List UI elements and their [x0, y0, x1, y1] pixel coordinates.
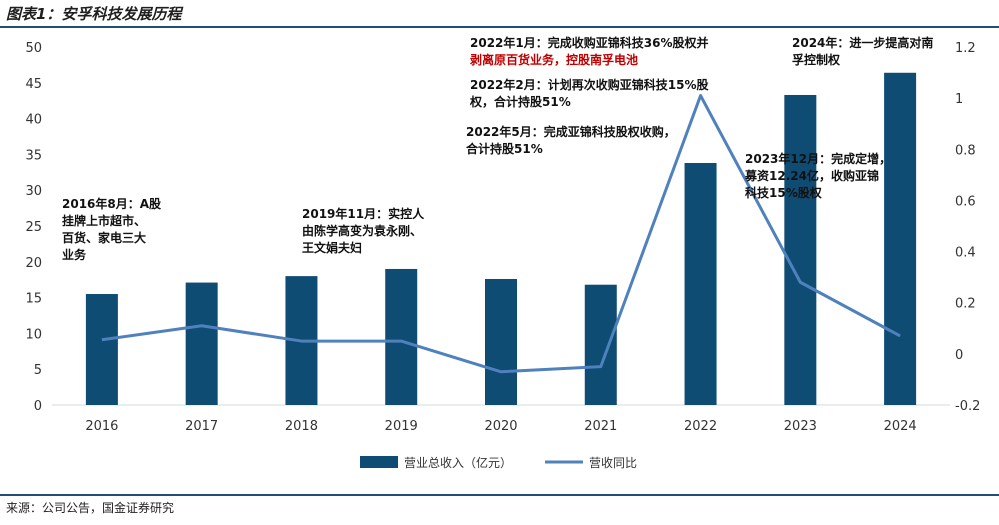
annotation-line: 2016年8月：A股	[62, 196, 162, 211]
bar-revenue-2024	[884, 72, 917, 405]
y-left-tick-label: 50	[25, 41, 42, 56]
x-tick-label: 2016	[85, 419, 118, 434]
annotation-line: 2022年1月：完成收购亚锦科技36%股权并	[470, 35, 708, 50]
y-left-tick-label: 30	[25, 184, 42, 199]
y-left-tick-label: 0	[34, 399, 42, 414]
annotation-line: 2019年11月：实控人	[302, 206, 425, 221]
chart-title: 图表1：安孚科技发展历程	[6, 5, 182, 23]
bar-revenue-2019	[385, 268, 418, 405]
x-tick-label: 2020	[484, 419, 517, 434]
annotation-line: 百货、家电三大	[62, 230, 146, 245]
x-tick-label: 2021	[584, 419, 617, 434]
source-note: 来源：公司公告，国金证券研究	[6, 501, 175, 515]
legend-swatch-revenue	[360, 456, 398, 468]
legend-label-revenue: 营业总收入（亿元）	[404, 455, 512, 470]
bar-revenue-2017	[185, 282, 218, 405]
y-left-tick-label: 35	[25, 148, 42, 163]
annotation-line: 王文娟夫妇	[302, 240, 362, 255]
legend-label-yoy: 营收同比	[589, 456, 637, 470]
bar-revenue-2020	[485, 278, 517, 405]
footer-rule	[0, 494, 999, 496]
annotation-line: 业务	[62, 247, 87, 262]
annotation-1: 2016年8月：A股挂牌上市超市、百货、家电三大业务	[62, 196, 162, 262]
x-tick-label: 2024	[884, 419, 917, 434]
annotation-line: 剥离原百货业务，控股南孚电池	[470, 52, 638, 67]
chart: 0 5 10 15 20 25 30 35 40 45 50 -0.2 0 0.2 0.4 0.6 0.8 1 1.…	[25, 35, 980, 470]
bar-revenue-2021	[584, 284, 617, 405]
x-tick-label: 2019	[385, 419, 418, 434]
x-tick-label: 2018	[285, 419, 318, 434]
y-right-tick-label: 1.2	[955, 41, 976, 56]
y-right-tick-label: 1	[955, 92, 963, 107]
annotation-line: 合计持股51%	[466, 141, 543, 156]
line-yoy-growth	[101, 94, 901, 374]
annotation-line: 2022年5月：完成亚锦科技股权收购，	[466, 124, 676, 139]
y-left-tick-label: 25	[25, 220, 42, 235]
y-left-tick-label: 20	[25, 256, 42, 271]
y-left-tick-label: 10	[25, 327, 42, 342]
y-right-tick-label: 0.2	[955, 297, 976, 312]
y-right-tick-label: 0.6	[955, 194, 976, 209]
annotation-5: 2022年2月：计划再次收购亚锦科技15%股权，合计持股51%	[469, 77, 709, 109]
annotation-line: 挂牌上市超市、	[62, 213, 146, 228]
y-left-tick-label: 5	[34, 363, 42, 378]
annotation-8: 2024年：进一步提高对南孚控制权	[792, 35, 933, 67]
x-tick-label: 2017	[185, 419, 218, 434]
annotation-line: 权，合计持股51%	[469, 94, 571, 109]
y-left-tick-label: 40	[25, 113, 42, 128]
title-bar	[0, 0, 999, 28]
y-right-tick-label: 0.8	[955, 143, 976, 158]
annotation-line: 2022年2月：计划再次收购亚锦科技15%股	[470, 77, 709, 92]
x-tick-label: 2023	[784, 419, 817, 434]
x-tick-label: 2022	[684, 419, 717, 434]
annotation-6: 2022年5月：完成亚锦科技股权收购， 合计持股51%	[466, 124, 676, 156]
annotation-7: 2023年12月：完成定增， 募资12.24亿，收购亚锦科技15%股权	[744, 151, 891, 200]
annotation-4: 剥离原百货业务，控股南孚电池	[470, 52, 638, 67]
annotation-3: 2022年1月：完成收购亚锦科技36%股权并	[470, 35, 708, 50]
y-left-tick-label: 15	[25, 292, 42, 307]
bar-revenue-2022	[684, 162, 717, 405]
annotation-line: 科技15%股权	[745, 185, 823, 200]
bar-revenue-2016	[85, 294, 118, 405]
annotation-2: 2019年11月：实控人由陈学高变为袁永刚、王文娟夫妇	[302, 206, 425, 255]
y-left-tick-label: 45	[25, 77, 42, 92]
annotation-line: 募资12.24亿，收购亚锦	[744, 168, 879, 183]
y-right-tick-label: 0.4	[955, 246, 976, 261]
annotation-line: 2024年：进一步提高对南	[792, 35, 933, 50]
y-right-tick-label: 0	[955, 348, 963, 363]
y-right-tick-label: -0.2	[955, 399, 980, 414]
bar-revenue-2023	[784, 94, 817, 406]
annotation-line: 由陈学高变为袁永刚、	[302, 223, 422, 238]
annotation-line: 孚控制权	[792, 52, 841, 67]
annotation-line: 2023年12月：完成定增，	[745, 151, 891, 166]
